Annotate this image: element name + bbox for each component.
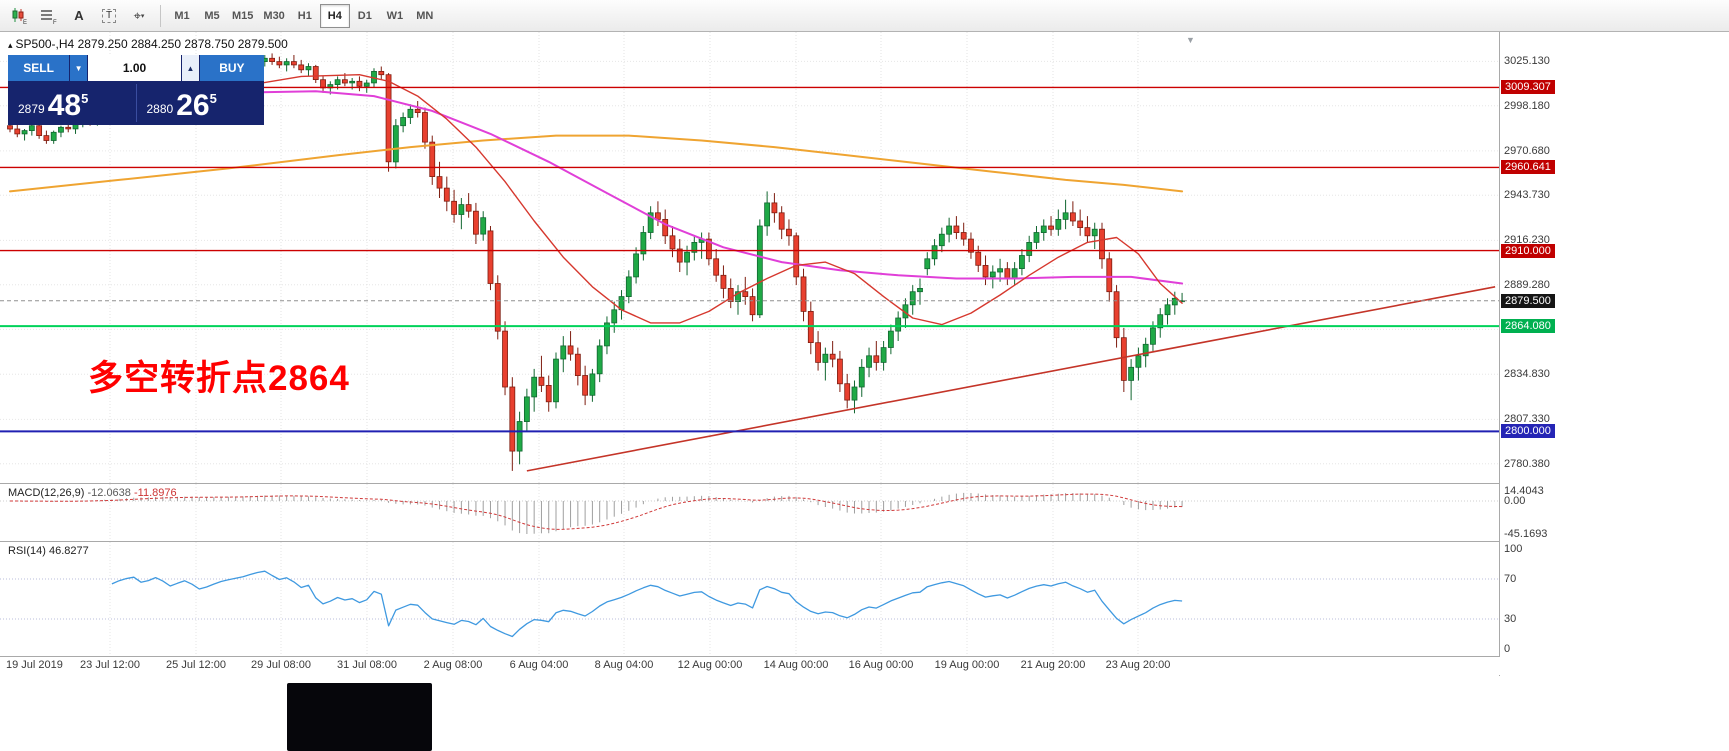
trade-controls-row: SELL ▼ ▲ BUY	[8, 55, 264, 81]
time-axis-label: 29 Jul 08:00	[251, 659, 311, 671]
main-chart-panel[interactable]: ▴ SP500-,H4 2879.250 2884.250 2878.750 28…	[0, 32, 1499, 483]
letter-a-icon[interactable]: A	[74, 8, 84, 23]
toolbar-icon-group: E F A T ⌖ ▾	[4, 0, 154, 31]
price-badge: 2960.641	[1501, 160, 1555, 175]
timeframe-button-m30[interactable]: M30	[263, 9, 285, 22]
timeframe-button-m15[interactable]: M15	[232, 9, 254, 22]
timeframe-button-h1[interactable]: H1	[297, 9, 312, 22]
time-axis-label: 8 Aug 04:00	[594, 659, 654, 671]
time-axis-label: 19 Aug 00:00	[934, 659, 1000, 671]
price-badge: 2910.000	[1501, 243, 1555, 258]
symbol-marker-icon: ▴	[8, 40, 13, 50]
scale-separator	[1499, 32, 1500, 676]
timeframe-button-m5[interactable]: M5	[204, 9, 220, 22]
price-tick-label: 2998.180	[1504, 99, 1550, 112]
sell-button[interactable]: SELL	[8, 55, 70, 81]
time-axis-label: 2 Aug 08:00	[423, 659, 483, 671]
timeframe-button-w1[interactable]: W1	[386, 9, 404, 22]
timeframe-button-h4[interactable]: H4	[319, 3, 350, 28]
time-axis[interactable]: 19 Jul 2019 23 Jul 12:00 25 Jul 12:00 29 Ju…	[0, 657, 1729, 675]
timeframe-button-group: M1 M5 M15 M30 H1 H4 D1 W1 MN	[167, 0, 440, 31]
sell-price-display[interactable]: 2879 48 5	[8, 81, 136, 125]
price-badge: 3009.307	[1501, 80, 1555, 95]
rsi-scale-label: 0	[1504, 643, 1511, 655]
panel-separator[interactable]	[0, 541, 1729, 542]
macd-chart[interactable]	[0, 484, 1499, 541]
sell-price-handle: 2879	[18, 102, 45, 116]
price-badge: 2800.000	[1501, 424, 1555, 439]
price-badge: 2879.500	[1501, 293, 1555, 308]
timeframe-button-m1[interactable]: M1	[174, 9, 190, 22]
trade-prices-row: 2879 48 5 2880 26 5	[8, 81, 264, 125]
time-axis-label: 23 Aug 20:00	[1105, 659, 1171, 671]
time-axis-label: 31 Jul 08:00	[337, 659, 397, 671]
chart-annotation-text: 多空转折点2864	[88, 359, 350, 398]
macd-indicator-label: MACD(12,26,9) -12.0638 -11.8976	[8, 487, 177, 499]
price-tick-label: 2943.730	[1504, 189, 1550, 202]
price-tick-label: 3025.130	[1504, 55, 1550, 68]
candlestick-chart[interactable]	[0, 32, 1499, 483]
price-tick-label: 2970.680	[1504, 144, 1550, 157]
rsi-indicator-panel[interactable]: RSI(14) 46.8277	[0, 542, 1499, 656]
text-label-icon[interactable]: T	[95, 4, 123, 28]
panel-separator	[0, 656, 1729, 657]
macd-scale-label: 14.4043	[1504, 484, 1544, 497]
volume-input[interactable]	[88, 55, 182, 81]
chart-end-marker-icon[interactable]: ▼	[1186, 35, 1195, 45]
price-scale-column[interactable]: 3025.130 2998.180 2970.680 2943.730 2916.230…	[1500, 32, 1729, 676]
ohlc-values: 2879.250 2884.250 2878.750 2879.500	[77, 37, 288, 51]
quote-header: ▴ SP500-,H4 2879.250 2884.250 2878.750 28…	[8, 37, 288, 51]
price-divider	[135, 84, 137, 122]
rsi-scale-label: 100	[1504, 543, 1523, 555]
indicators-list-icon[interactable]: F	[35, 4, 63, 28]
time-axis-label: 6 Aug 04:00	[509, 659, 569, 671]
toolbar: E F A T ⌖ ▾ M1 M5 M15 M30 H1 H4 D1 W1 MN	[0, 0, 1729, 32]
bottom-strip	[0, 676, 1729, 751]
rsi-chart[interactable]	[0, 542, 1499, 656]
time-axis-label: 25 Jul 12:00	[166, 659, 226, 671]
candlestick-chart-icon[interactable]: E	[5, 4, 33, 28]
price-badge: 2864.080	[1501, 319, 1555, 334]
buy-price-pip: 5	[209, 91, 217, 106]
volume-decrease-button[interactable]: ▼	[70, 55, 88, 81]
price-tick-label: 2780.380	[1504, 457, 1550, 470]
time-axis-label: 21 Aug 20:00	[1020, 659, 1086, 671]
price-tick-label: 2807.330	[1504, 413, 1550, 426]
time-axis-label: 14 Aug 00:00	[763, 659, 829, 671]
macd-indicator-panel[interactable]: MACD(12,26,9) -12.0638 -11.8976	[0, 484, 1499, 541]
svg-text:E: E	[23, 20, 27, 24]
price-tick-label: 2916.230	[1504, 234, 1550, 247]
panel-separator[interactable]	[0, 483, 1729, 484]
toolbar-separator	[160, 4, 161, 27]
rsi-indicator-label: RSI(14) 46.8277	[8, 545, 89, 557]
macd-scale-label: -45.1693	[1504, 528, 1548, 540]
crosshair-cursor-icon[interactable]: ⌖ ▾	[133, 7, 145, 23]
volume-increase-button[interactable]: ▲	[182, 55, 199, 81]
timeframe-button-mn[interactable]: MN	[416, 9, 434, 22]
buy-price-display[interactable]: 2880 26 5	[137, 81, 265, 125]
timeframe-button-d1[interactable]: D1	[357, 9, 372, 22]
price-tick-label: 2889.280	[1504, 278, 1550, 291]
time-axis-label: 12 Aug 00:00	[677, 659, 743, 671]
rsi-scale-label: 70	[1504, 573, 1517, 585]
symbol-name: SP500-,H4	[15, 37, 75, 51]
time-axis-label: 16 Aug 00:00	[848, 659, 914, 671]
rsi-scale-label: 30	[1504, 613, 1517, 625]
macd-scale-label: 0.00	[1504, 495, 1526, 507]
buy-price-digits: 26	[176, 89, 210, 122]
svg-text:F: F	[53, 20, 57, 24]
time-axis-label: 19 Jul 2019	[6, 659, 63, 671]
sell-price-digits: 48	[47, 89, 82, 122]
time-axis-label: 23 Jul 12:00	[80, 659, 140, 671]
buy-price-handle: 2880	[146, 102, 174, 116]
price-tick-label: 2834.830	[1504, 368, 1550, 381]
background-window-fragment[interactable]	[287, 683, 432, 751]
buy-button[interactable]: BUY	[199, 55, 264, 81]
sell-price-pip: 5	[81, 91, 89, 106]
